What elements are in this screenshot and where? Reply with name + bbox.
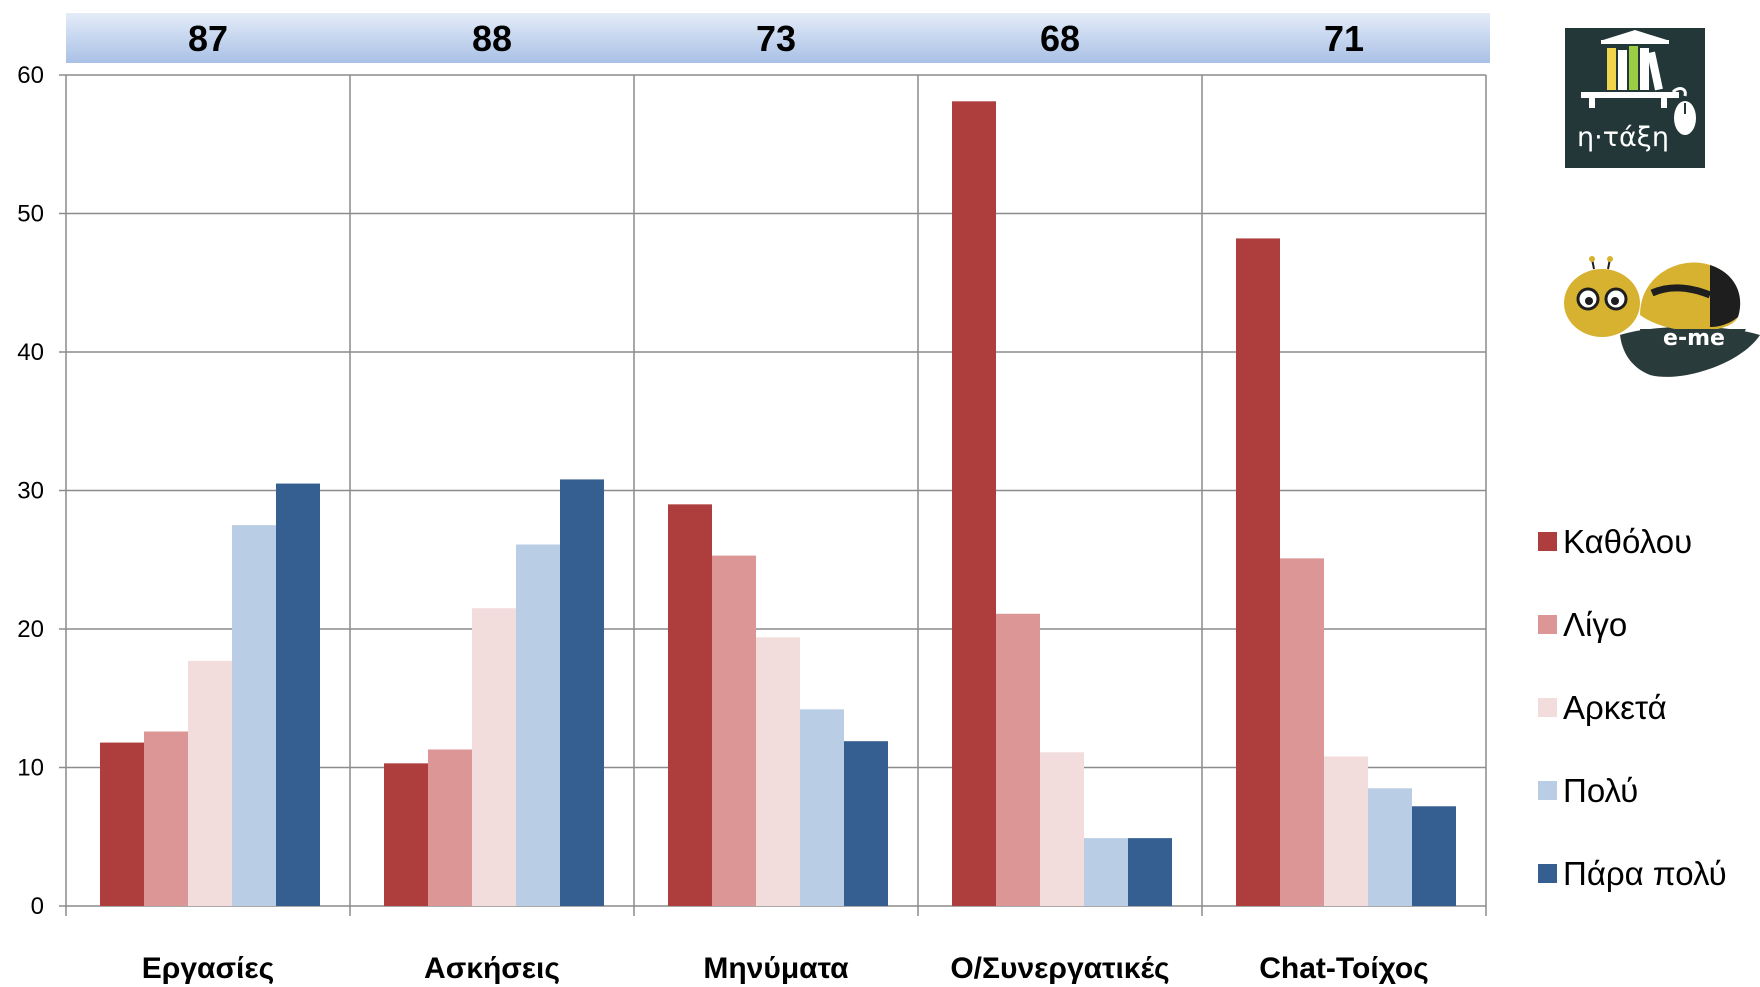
ytick-label: 0 (31, 893, 44, 920)
ytick-label: 40 (17, 339, 44, 366)
header-value: 87 (188, 18, 228, 59)
ytick-label: 60 (17, 62, 44, 89)
legend-swatch (1538, 532, 1557, 551)
header-value: 68 (1040, 18, 1080, 59)
legend-swatch (1538, 781, 1557, 800)
header-value: 71 (1324, 18, 1364, 59)
header-value: 73 (756, 18, 796, 59)
ytick-label: 10 (17, 755, 44, 782)
legend-label: Πολύ (1563, 771, 1639, 809)
legend-item: Πολύ (1538, 749, 1727, 832)
bar (560, 479, 604, 906)
xtick-label: Ο/Συνεργατικές (950, 952, 1169, 985)
legend-item: Λίγο (1538, 583, 1727, 666)
bar (144, 731, 188, 906)
bar (1128, 838, 1172, 906)
bar (428, 749, 472, 906)
svg-text:η·τάξη: η·τάξη (1577, 122, 1669, 153)
legend-swatch (1538, 864, 1557, 883)
header-value: 88 (472, 18, 512, 59)
svg-text:e-me: e-me (1663, 326, 1725, 351)
legend-label: Λίγο (1563, 605, 1628, 643)
bar (1084, 838, 1128, 906)
legend-item: Πάρα πολύ (1538, 832, 1727, 915)
bar (384, 763, 428, 906)
legend-label: Αρκετά (1563, 688, 1667, 726)
bar (276, 483, 320, 906)
eme-logo: e-me (1564, 256, 1760, 377)
bar (232, 525, 276, 906)
bar (800, 709, 844, 906)
legend-label: Καθόλου (1563, 522, 1693, 560)
bar (188, 660, 232, 906)
xtick-label: Ασκήσεις (424, 952, 560, 985)
bar (952, 101, 996, 906)
bar (756, 637, 800, 906)
bar (1368, 788, 1412, 906)
taxi-logo: η·τάξη (1565, 28, 1705, 168)
bar (1280, 558, 1324, 906)
bar (472, 608, 516, 906)
legend-item: Καθόλου (1538, 500, 1727, 583)
header-band (66, 13, 1490, 63)
axis-layer: 0 10 20 30 40 50 60 Εργασίες Ασκήσεις Μηνύματα Ο/Σ… (17, 62, 1428, 985)
bar (712, 555, 756, 906)
legend-item: Αρκετά (1538, 666, 1727, 749)
bar (1040, 752, 1084, 906)
legend-label: Πάρα πολύ (1563, 854, 1727, 892)
xtick-label: Εργασίες (142, 952, 274, 985)
bar (996, 613, 1040, 906)
xtick-label: Μηνύματα (703, 952, 849, 985)
legend-swatch (1538, 698, 1557, 717)
bar (100, 742, 144, 906)
xtick-label: Chat-Τοίχος (1259, 952, 1429, 985)
header-values: 87 88 73 68 71 (188, 18, 1364, 59)
bar (844, 741, 888, 906)
bar (1324, 756, 1368, 906)
bars-layer (100, 101, 1456, 906)
ytick-label: 30 (17, 478, 44, 505)
bar (668, 504, 712, 906)
chart-legend: Καθόλου Λίγο Αρκετά Πολύ Πάρα πολύ (1538, 500, 1727, 915)
legend-swatch (1538, 615, 1557, 634)
ytick-label: 20 (17, 616, 44, 643)
bar (1236, 238, 1280, 906)
bar (1412, 806, 1456, 906)
bar (516, 544, 560, 906)
ytick-label: 50 (17, 201, 44, 228)
